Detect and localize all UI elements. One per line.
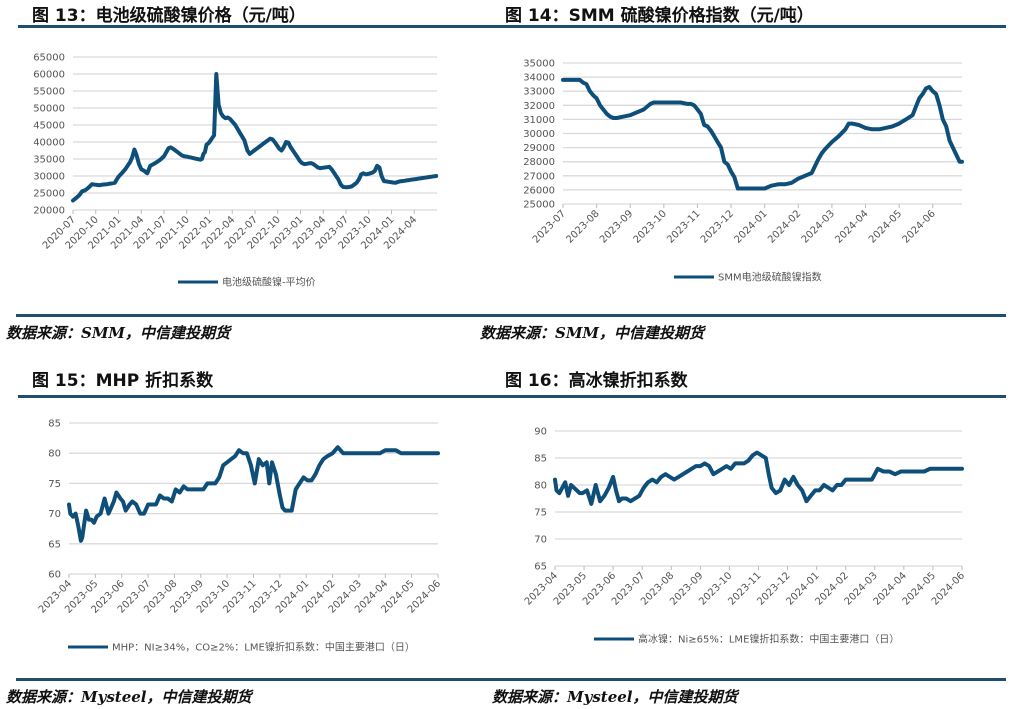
figure-16-source-rule (490, 678, 1006, 681)
y-tick-label: 75 (534, 508, 547, 519)
y-tick-label: 33000 (523, 87, 555, 98)
y-tick-label: 50000 (33, 104, 65, 115)
series-line (553, 450, 964, 506)
legend-label: MHP：NI≥34%，CO≥2%：LME镍折扣系数：中国主要港口（日） (112, 641, 415, 654)
y-tick-label: 80 (48, 449, 61, 460)
y-tick-label: 25000 (33, 189, 65, 200)
y-tick-label: 29000 (523, 143, 555, 154)
y-tick-label: 31000 (523, 115, 555, 126)
y-tick-label: 80 (534, 481, 547, 492)
figure-13-chart: 20000 25000 30000 35000 40000 45000 50000 55000… (33, 53, 439, 289)
figure-14-title-rule (490, 25, 1006, 28)
y-tick-label: 70 (534, 535, 547, 546)
y-tick-label: 35000 (523, 59, 555, 70)
figure-13-source: 数据来源：SMM，中信建投期货 (6, 324, 231, 342)
y-tick-label: 25000 (523, 200, 555, 211)
series-line (71, 72, 439, 203)
y-tick-label: 40000 (33, 138, 65, 149)
y-tick-label: 85 (48, 419, 61, 430)
figure-13-title: 图 13：电池级硫酸镍价格（元/吨） (32, 6, 306, 26)
figure-14-source-rule (490, 314, 1006, 317)
y-tick-label: 65 (534, 562, 547, 573)
y-tick-label: 34000 (523, 73, 555, 84)
legend-label: 电池级硫酸镍-平均价 (222, 276, 316, 289)
y-tick-label: 27000 (523, 171, 555, 182)
figure-16-source: 数据来源：Mysteel，中信建投期货 (492, 688, 738, 706)
figure-16-title-rule (490, 395, 1006, 398)
y-tick-label: 75 (48, 479, 61, 490)
y-tick-label: 90 (534, 427, 547, 438)
y-tick-label: 85 (534, 454, 547, 465)
y-tick-label: 30000 (33, 172, 65, 183)
y-tick-label: 60000 (33, 70, 65, 81)
y-tick-label: 65 (48, 539, 61, 550)
y-tick-label: 28000 (523, 157, 555, 168)
y-tick-label: 70 (48, 509, 61, 520)
figure-14-title: 图 14：SMM 硫酸镍价格指数（元/吨） (505, 6, 814, 26)
figure-16-title: 图 16：高冰镍折扣系数 (505, 371, 688, 391)
figure-15-source-rule (16, 678, 506, 681)
figure-15-title-rule (18, 395, 506, 398)
series-line (561, 77, 964, 191)
y-tick-label: 60 (48, 570, 61, 581)
legend-label: 高冰镍：Ni≥65%：LME镍折扣系数：中国主要港口（日） (638, 633, 899, 646)
legend-label: SMM电池级硫酸镍指数 (718, 271, 822, 284)
y-tick-label: 45000 (33, 121, 65, 132)
figure-13-source-rule (16, 314, 506, 317)
figure-15-chart: 6065707580852023-042023-052023-062023-07… (37, 419, 443, 654)
figure-15-source: 数据来源：Mysteel，中信建投期货 (6, 688, 252, 706)
figure-14-chart: 25000 26000 27000 28000 29000 30000 31000 32000… (523, 59, 964, 284)
y-tick-label: 55000 (33, 87, 65, 98)
y-tick-label: 32000 (523, 101, 555, 112)
y-tick-label: 26000 (523, 185, 555, 196)
y-tick-label: 30000 (523, 129, 555, 140)
figure-13-title-rule (18, 25, 504, 28)
figure-15-title: 图 15：MHP 折扣系数 (32, 371, 214, 391)
y-tick-label: 65000 (33, 53, 65, 64)
series-line (67, 445, 440, 543)
y-tick-label: 20000 (33, 206, 65, 217)
y-tick-label: 35000 (33, 155, 65, 166)
figure-14-source: 数据来源：SMM，中信建投期货 (480, 324, 705, 342)
